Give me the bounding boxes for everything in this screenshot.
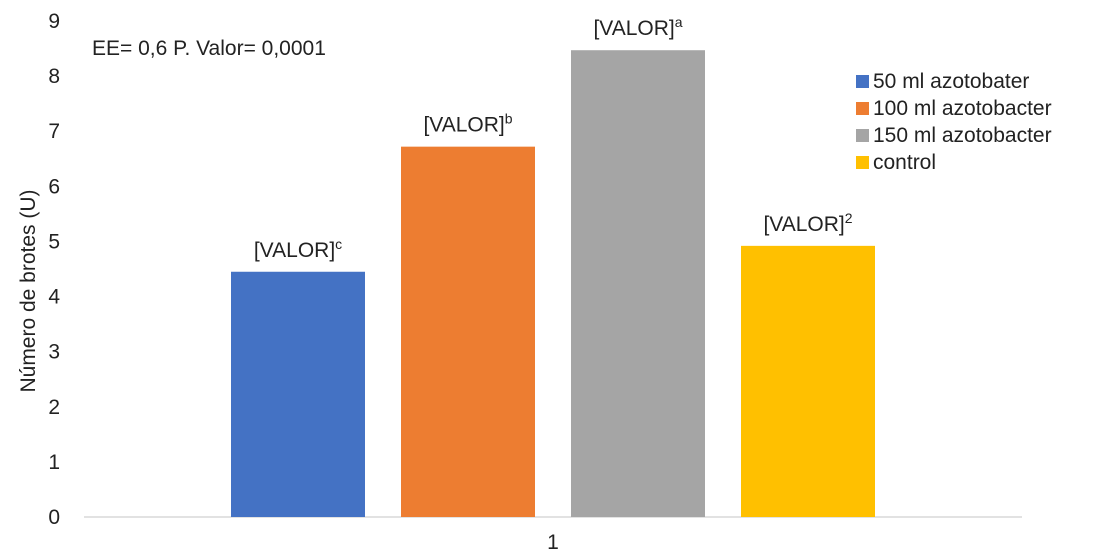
bar: [401, 146, 535, 518]
y-tick-label: 2: [48, 396, 60, 419]
legend-label: 100 ml azotobacter: [873, 96, 1052, 120]
legend: 50 ml azotobater 100 ml azotobacter 150 ml…: [856, 68, 1052, 176]
stats-annotation: EE= 0,6 P. Valor= 0,0001: [92, 37, 326, 60]
bar: [231, 271, 365, 517]
legend-item: control: [856, 149, 1052, 176]
y-tick-label: 4: [48, 286, 60, 309]
y-tick-label: 9: [48, 10, 60, 33]
legend-swatch: [856, 75, 869, 88]
y-tick-label: 3: [48, 341, 60, 364]
x-category-label: 1: [547, 531, 559, 554]
y-axis-ticks: 0 1 2 3 4 5 6 7 8 9: [48, 10, 60, 529]
bar: [571, 50, 705, 517]
y-axis-title: Número de brotes (U): [17, 189, 40, 392]
legend-item: 150 ml azotobacter: [856, 122, 1052, 149]
legend-swatch: [856, 102, 869, 115]
y-tick-label: 1: [48, 451, 60, 474]
legend-item: 100 ml azotobacter: [856, 95, 1052, 122]
legend-item: 50 ml azotobater: [856, 68, 1052, 95]
data-label: [VALOR]2: [763, 210, 852, 236]
legend-label: 50 ml azotobater: [873, 69, 1030, 93]
legend-label: 150 ml azotobacter: [873, 123, 1052, 147]
data-label: [VALOR]a: [593, 14, 682, 40]
y-tick-label: 6: [48, 175, 60, 198]
y-tick-label: 7: [48, 120, 60, 143]
y-tick-label: 8: [48, 65, 60, 88]
data-label: [VALOR]b: [423, 111, 512, 137]
y-tick-label: 5: [48, 230, 60, 253]
data-label: [VALOR]c: [254, 236, 342, 262]
legend-swatch: [856, 129, 869, 142]
bar: [741, 245, 875, 517]
y-tick-label: 0: [48, 506, 60, 529]
bars: [231, 50, 875, 518]
legend-label: control: [873, 150, 937, 174]
data-labels: [VALOR]c [VALOR]b [VALOR]a [VALOR]2: [254, 14, 853, 262]
legend-swatch: [856, 156, 869, 169]
